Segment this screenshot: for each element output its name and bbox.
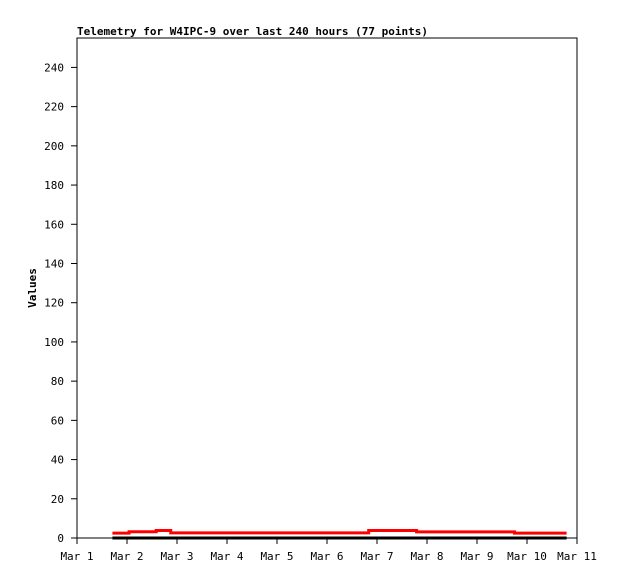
x-tick-label: Mar 11 (557, 550, 597, 563)
x-tick-label: Mar 5 (260, 550, 293, 563)
y-tick-label: 20 (51, 493, 64, 506)
x-tick-label: Mar 6 (310, 550, 343, 563)
y-tick-label: 180 (44, 179, 64, 192)
x-tick-label: Mar 7 (360, 550, 393, 563)
x-tick-label: Mar 1 (60, 550, 93, 563)
y-tick-label: 60 (51, 414, 64, 427)
x-tick-label: Mar 8 (410, 550, 443, 563)
y-tick-label: 200 (44, 140, 64, 153)
y-axis-ticks: 0 20 40 60 80 100 120 140 160 180 200 220 240 (44, 61, 77, 545)
x-tick-label: Mar 9 (460, 550, 493, 563)
x-tick-label: Mar 2 (110, 550, 143, 563)
y-tick-label: 220 (44, 101, 64, 114)
y-tick-label: 80 (51, 375, 64, 388)
x-tick-label: Mar 3 (160, 550, 193, 563)
y-tick-label: 40 (51, 454, 64, 467)
plot-frame (76, 37, 578, 539)
x-tick-label: Mar 10 (507, 550, 547, 563)
series-group (112, 529, 567, 540)
y-tick-label: 240 (44, 61, 64, 74)
y-tick-label: 100 (44, 336, 64, 349)
y-tick-label: 140 (44, 257, 64, 270)
y-axis-label: Values (26, 268, 39, 308)
series-line (112, 529, 567, 535)
y-tick-label: 120 (44, 297, 64, 310)
chart-title: Telemetry for W4IPC-9 over last 240 hour… (77, 25, 428, 38)
x-axis-ticks: Mar 1 Mar 2 Mar 3 Mar 4 Mar 5 Mar 6 Mar 7 Mar 8… (60, 538, 597, 563)
x-tick-label: Mar 4 (210, 550, 243, 563)
y-tick-label: 160 (44, 218, 64, 231)
y-tick-label: 0 (57, 532, 64, 545)
